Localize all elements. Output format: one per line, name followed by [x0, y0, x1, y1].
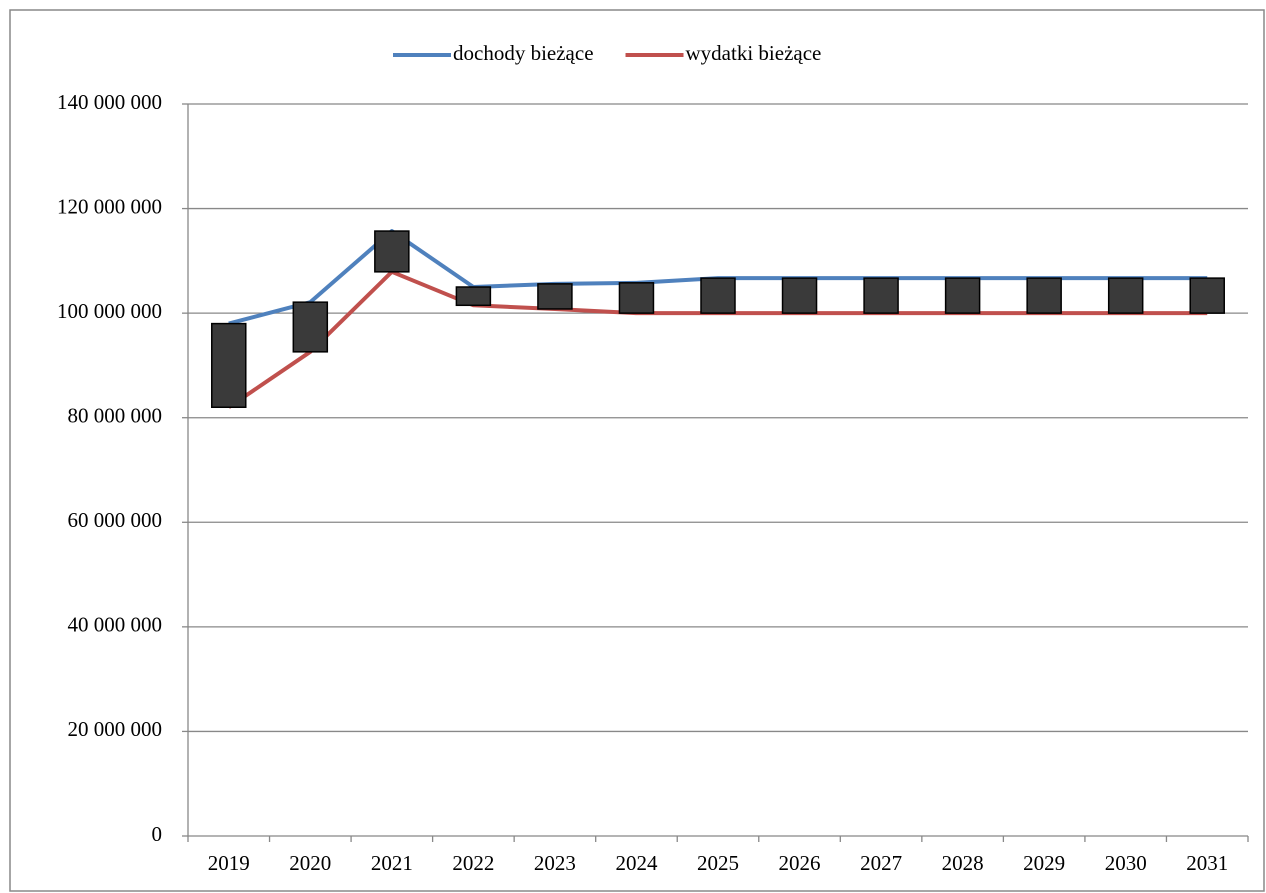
up-down-bar	[1026, 277, 1062, 314]
y-tick-label: 120 000 000	[57, 194, 162, 218]
up-down-bar	[781, 277, 818, 314]
up-down-bar	[863, 277, 899, 314]
y-tick-label: 140 000 000	[57, 90, 162, 114]
up-down-bar	[211, 322, 247, 409]
x-tick-label: 2031	[1186, 851, 1228, 875]
y-tick-label: 40 000 000	[68, 613, 163, 637]
y-tick-label: 80 000 000	[68, 404, 163, 428]
x-tick-label: 2023	[534, 851, 576, 875]
y-tick-label: 60 000 000	[68, 508, 163, 532]
x-tick-label: 2019	[208, 851, 250, 875]
chart-frame	[9, 9, 1265, 892]
x-tick-label: 2020	[289, 851, 331, 875]
up-down-bar	[1189, 277, 1225, 314]
up-down-bar	[700, 277, 736, 314]
up-down-bar	[1107, 277, 1144, 314]
x-tick-label: 2026	[779, 851, 821, 875]
up-down-bar	[292, 301, 329, 353]
up-down-bar	[455, 286, 492, 307]
y-tick-label: 20 000 000	[68, 717, 163, 741]
x-tick-label: 2027	[860, 851, 902, 875]
legend-label: dochody bieżące	[453, 41, 594, 65]
x-tick-label: 2025	[697, 851, 739, 875]
y-tick-label: 0	[152, 822, 163, 846]
x-tick-label: 2022	[452, 851, 494, 875]
x-tick-label: 2028	[942, 851, 984, 875]
up-down-bar	[537, 283, 573, 310]
up-down-bar	[618, 282, 655, 314]
legend-label: wydatki bieżące	[686, 41, 822, 65]
x-tick-label: 2021	[371, 851, 413, 875]
x-tick-label: 2030	[1105, 851, 1147, 875]
y-tick-label: 100 000 000	[57, 299, 162, 323]
x-tick-label: 2024	[615, 851, 658, 875]
x-tick-label: 2029	[1023, 851, 1065, 875]
up-down-bar	[944, 277, 981, 314]
up-down-bar	[374, 230, 410, 273]
